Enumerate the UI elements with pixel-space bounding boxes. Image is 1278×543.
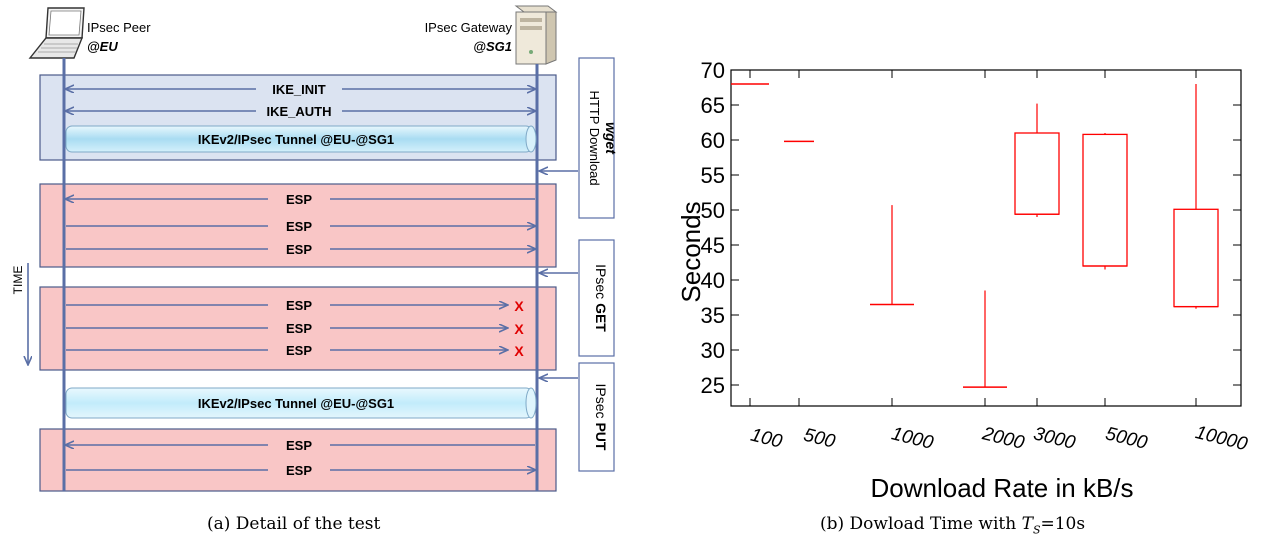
esp-label: ESP xyxy=(286,321,312,336)
drop-mark: X xyxy=(514,343,524,359)
y-tick-label: 55 xyxy=(701,163,725,188)
caption-b-suffix: =10s xyxy=(1040,514,1086,534)
esp-label: ESP xyxy=(286,343,312,358)
y-tick-label: 25 xyxy=(701,373,725,398)
caption-b-prefix: (b) Dowload Time with xyxy=(820,514,1022,534)
esp-label: ESP xyxy=(286,463,312,478)
gateway-title: IPsec Gateway xyxy=(425,20,513,35)
y-tick-label: 60 xyxy=(701,128,725,153)
server-icon xyxy=(514,5,558,65)
drop-mark: X xyxy=(514,298,524,314)
svg-text:HTTP Download: HTTP Download xyxy=(587,90,602,185)
ike-auth-label: IKE_AUTH xyxy=(266,104,331,119)
y-tick-label: 30 xyxy=(701,338,725,363)
peer-title: IPsec Peer xyxy=(87,20,151,35)
esp-arrows-3: ESP ESP xyxy=(66,437,535,478)
ike-init-label: IKE_INIT xyxy=(272,82,326,97)
esp-label: ESP xyxy=(286,298,312,313)
tunnel-label-1: IKEv2/IPsec Tunnel @EU-@SG1 xyxy=(198,132,394,147)
box-iqr xyxy=(1082,133,1128,267)
get-emph: GET xyxy=(593,303,609,332)
x-tick-label: 3000 xyxy=(1031,423,1078,454)
ipsec-tunnel-2 xyxy=(65,387,537,419)
esp-label: ESP xyxy=(286,219,312,234)
http-download-text: HTTP Download xyxy=(587,90,602,185)
y-tick-label: 70 xyxy=(701,58,725,83)
http-download-box: HTTP Download wget xyxy=(578,57,619,219)
y-tick-label: 65 xyxy=(701,93,725,118)
box-iqr xyxy=(1014,132,1060,215)
x-tick-label: 100 xyxy=(748,425,784,453)
plot-frame xyxy=(730,69,1242,407)
y-tick-label: 45 xyxy=(701,233,725,258)
time-label: TIME xyxy=(11,266,25,295)
y-tick-label: 50 xyxy=(701,198,725,223)
svg-text:IPsec PUT: IPsec PUT xyxy=(593,384,609,451)
esp-arrows-dropped: ESP X ESP X ESP X xyxy=(66,297,524,359)
peer-address: @EU xyxy=(87,39,118,54)
caption-b-var: T xyxy=(1021,514,1033,534)
ipsec-get-box: IPsec GET xyxy=(578,239,615,357)
x-tick-label: 10000 xyxy=(1193,422,1250,455)
tunnel-label-2: IKEv2/IPsec Tunnel @EU-@SG1 xyxy=(198,396,394,411)
caption-b-sub: S xyxy=(1032,523,1041,537)
caption-b: (b) Dowload Time with TS=10s xyxy=(820,514,1085,536)
x-tick-label: 1000 xyxy=(889,423,936,454)
y-tick-label: 40 xyxy=(701,268,725,293)
drop-mark: X xyxy=(514,321,524,337)
x-tick-label: 2000 xyxy=(979,423,1026,454)
y-tick-label: 35 xyxy=(701,303,725,328)
esp-label: ESP xyxy=(286,242,312,257)
box-iqr xyxy=(1173,208,1219,308)
put-prefix: IPsec xyxy=(593,384,609,419)
svg-text:IPsec GET: IPsec GET xyxy=(593,264,609,332)
x-tick-label: 500 xyxy=(801,425,837,453)
wget-text: wget xyxy=(603,122,619,155)
gateway-address: @SG1 xyxy=(473,39,512,54)
laptop-icon xyxy=(28,7,85,59)
get-prefix: IPsec xyxy=(593,264,609,299)
box-plot: 25 30 35 40 45 50 55 60 65 70 100 500 1000 2000 3000 50… xyxy=(676,58,1250,503)
x-tick-label: 5000 xyxy=(1103,423,1150,454)
x-axis-label: Download Rate in kB/s xyxy=(870,473,1133,503)
ipsec-tunnel-1 xyxy=(65,125,537,153)
sequence-diagram: IPsec Peer @EU IPsec Gateway @SG1 IKE_IN… xyxy=(11,5,619,492)
y-axis-label: Seconds xyxy=(676,201,706,302)
caption-a: (a) Detail of the test xyxy=(207,514,381,534)
esp-label: ESP xyxy=(286,438,312,453)
esp-label: ESP xyxy=(286,192,312,207)
put-emph: PUT xyxy=(593,422,609,450)
ipsec-put-box: IPsec PUT xyxy=(578,362,615,472)
esp-arrows-1: ESP ESP ESP xyxy=(66,191,535,257)
